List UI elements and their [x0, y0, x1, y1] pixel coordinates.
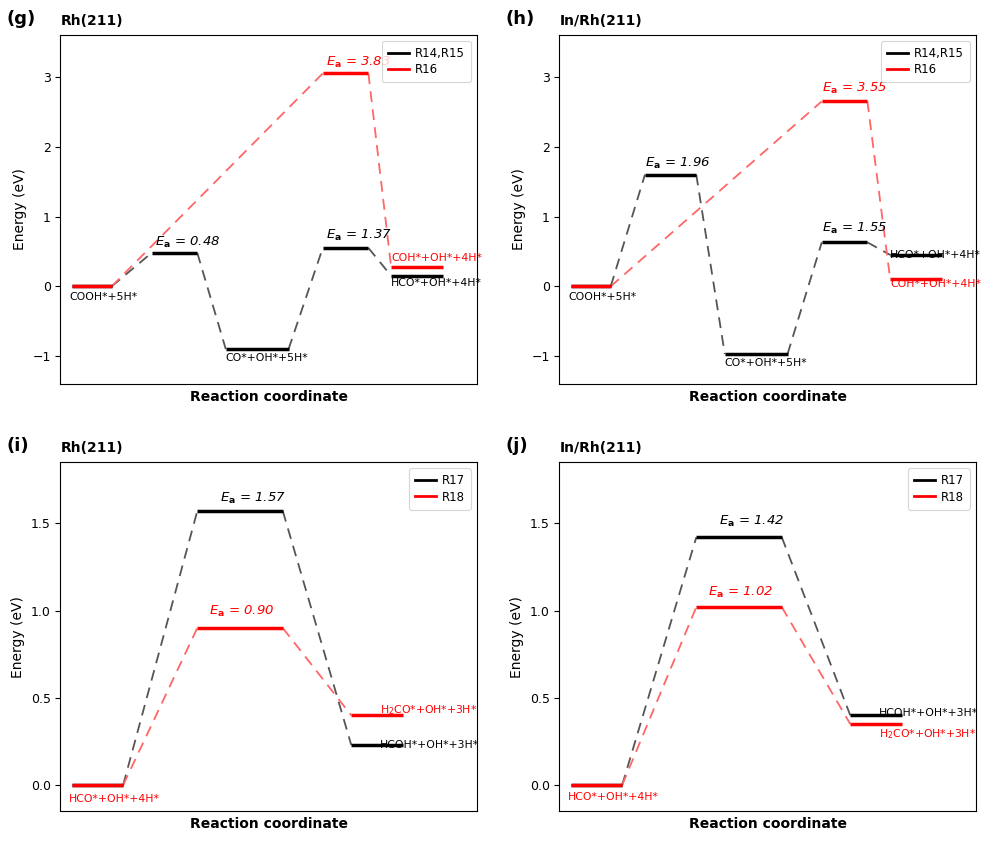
Y-axis label: Energy (eV): Energy (eV)	[11, 596, 25, 678]
Legend: R17, R18: R17, R18	[409, 468, 471, 509]
Text: Rh(211): Rh(211)	[60, 441, 123, 456]
Legend: R14,R15, R16: R14,R15, R16	[382, 41, 471, 83]
Legend: R17, R18: R17, R18	[908, 468, 970, 509]
Text: COOH*+5H*: COOH*+5H*	[568, 292, 636, 302]
Text: (j): (j)	[506, 437, 528, 456]
Text: HCO*+OH*+4H*: HCO*+OH*+4H*	[890, 250, 981, 260]
Text: In/Rh(211): In/Rh(211)	[560, 14, 642, 28]
Y-axis label: Energy (eV): Energy (eV)	[512, 168, 526, 250]
Legend: R14,R15, R16: R14,R15, R16	[881, 41, 970, 83]
Text: $E_{\mathbf{a}}$ = 1.55: $E_{\mathbf{a}}$ = 1.55	[822, 221, 887, 236]
Text: $E_{\mathbf{a}}$ = 0.48: $E_{\mathbf{a}}$ = 0.48	[155, 235, 220, 250]
Text: CO*+OH*+5H*: CO*+OH*+5H*	[226, 353, 309, 363]
Text: (h): (h)	[506, 10, 535, 28]
Text: $E_{\mathbf{a}}$ = 1.42: $E_{\mathbf{a}}$ = 1.42	[720, 514, 784, 529]
Text: $E_{\mathbf{a}}$ = 1.57: $E_{\mathbf{a}}$ = 1.57	[220, 491, 286, 506]
Text: COH*+OH*+4H*: COH*+OH*+4H*	[391, 253, 482, 264]
X-axis label: Reaction coordinate: Reaction coordinate	[688, 390, 846, 403]
Text: H$_2$CO*+OH*+3H*: H$_2$CO*+OH*+3H*	[380, 703, 477, 717]
Text: (g): (g)	[6, 10, 35, 28]
X-axis label: Reaction coordinate: Reaction coordinate	[688, 817, 846, 831]
Text: $E_{\mathbf{a}}$ = 1.02: $E_{\mathbf{a}}$ = 1.02	[708, 585, 773, 600]
Text: Rh(211): Rh(211)	[60, 14, 123, 28]
Text: HCO*+OH*+4H*: HCO*+OH*+4H*	[568, 792, 659, 802]
Text: $E_{\mathbf{a}}$ = 1.96: $E_{\mathbf{a}}$ = 1.96	[645, 156, 711, 171]
Text: $E_{\mathbf{a}}$ = 3.83: $E_{\mathbf{a}}$ = 3.83	[326, 55, 391, 70]
Text: $E_{\mathbf{a}}$ = 0.90: $E_{\mathbf{a}}$ = 0.90	[209, 605, 274, 620]
Text: COH*+OH*+4H*: COH*+OH*+4H*	[890, 280, 981, 290]
Y-axis label: Energy (eV): Energy (eV)	[511, 596, 525, 678]
Text: HCO*+OH*+4H*: HCO*+OH*+4H*	[391, 278, 482, 288]
Text: $E_{\mathbf{a}}$ = 3.55: $E_{\mathbf{a}}$ = 3.55	[822, 82, 887, 97]
X-axis label: Reaction coordinate: Reaction coordinate	[190, 817, 348, 831]
Text: HCOH*+OH*+3H*: HCOH*+OH*+3H*	[380, 740, 479, 749]
Text: HCO*+OH*+4H*: HCO*+OH*+4H*	[69, 794, 160, 804]
Text: (i): (i)	[6, 437, 29, 456]
Y-axis label: Energy (eV): Energy (eV)	[13, 168, 27, 250]
Text: COOH*+5H*: COOH*+5H*	[69, 292, 137, 302]
Text: H$_2$CO*+OH*+3H*: H$_2$CO*+OH*+3H*	[878, 727, 976, 741]
Text: HCOH*+OH*+3H*: HCOH*+OH*+3H*	[878, 708, 978, 718]
Text: $E_{\mathbf{a}}$ = 1.37: $E_{\mathbf{a}}$ = 1.37	[326, 228, 392, 243]
Text: In/Rh(211): In/Rh(211)	[560, 441, 642, 456]
Text: CO*+OH*+5H*: CO*+OH*+5H*	[725, 358, 807, 368]
X-axis label: Reaction coordinate: Reaction coordinate	[190, 390, 348, 403]
